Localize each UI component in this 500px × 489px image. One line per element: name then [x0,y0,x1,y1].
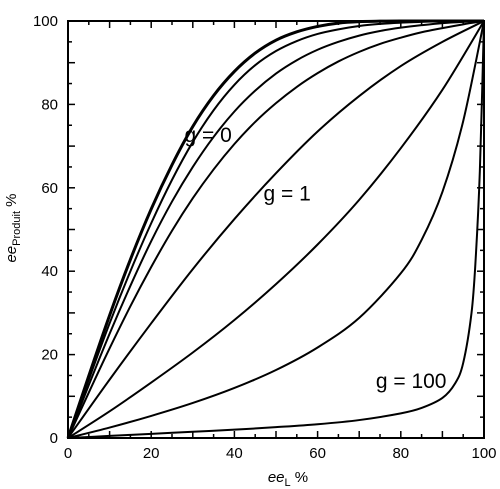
x-tick-label: 100 [471,445,496,462]
curve-annotation-2: g = 1 [264,182,311,205]
y-tick-label: 80 [41,96,58,113]
series-line-8 [67,20,485,439]
y-axis-label-unit: % [3,193,20,211]
series-line-5 [67,20,485,439]
x-tick-label: 0 [64,445,72,462]
y-axis-label: eeProduit % [3,193,23,262]
series-line-6 [67,20,485,439]
series-line-7 [67,20,485,439]
x-tick-label: 80 [392,445,409,462]
series-line-2 [67,20,485,439]
y-tick-label: 60 [41,180,58,197]
x-tick-label: 40 [226,445,243,462]
y-axis-label-main: ee [3,246,20,263]
x-axis-label-sub: L [285,477,291,489]
curve-annotation-3: g = 100 [376,370,447,393]
y-tick-label: 20 [41,347,58,364]
x-axis-label-main: ee [268,469,285,486]
x-axis-label-unit: % [291,469,309,486]
series-line-4 [67,20,485,439]
y-tick-label: 40 [41,263,58,280]
y-tick-label: 0 [50,430,58,447]
series-line-3 [67,20,485,439]
curve-annotation-1: g = 0 [184,124,231,147]
plot-frame [67,20,485,439]
x-tick-label: 60 [309,445,326,462]
y-axis-label-sub: Produit [11,211,23,246]
y-tick-label: 100 [33,13,58,30]
tick-labels: 0 20 40 60 80 100 0 20 40 60 80 100 [33,13,497,462]
x-tick-label: 20 [143,445,160,462]
x-axis-label: eeL % [268,469,308,489]
annotations: g = 0 g = 1 g = 100 [184,124,446,393]
